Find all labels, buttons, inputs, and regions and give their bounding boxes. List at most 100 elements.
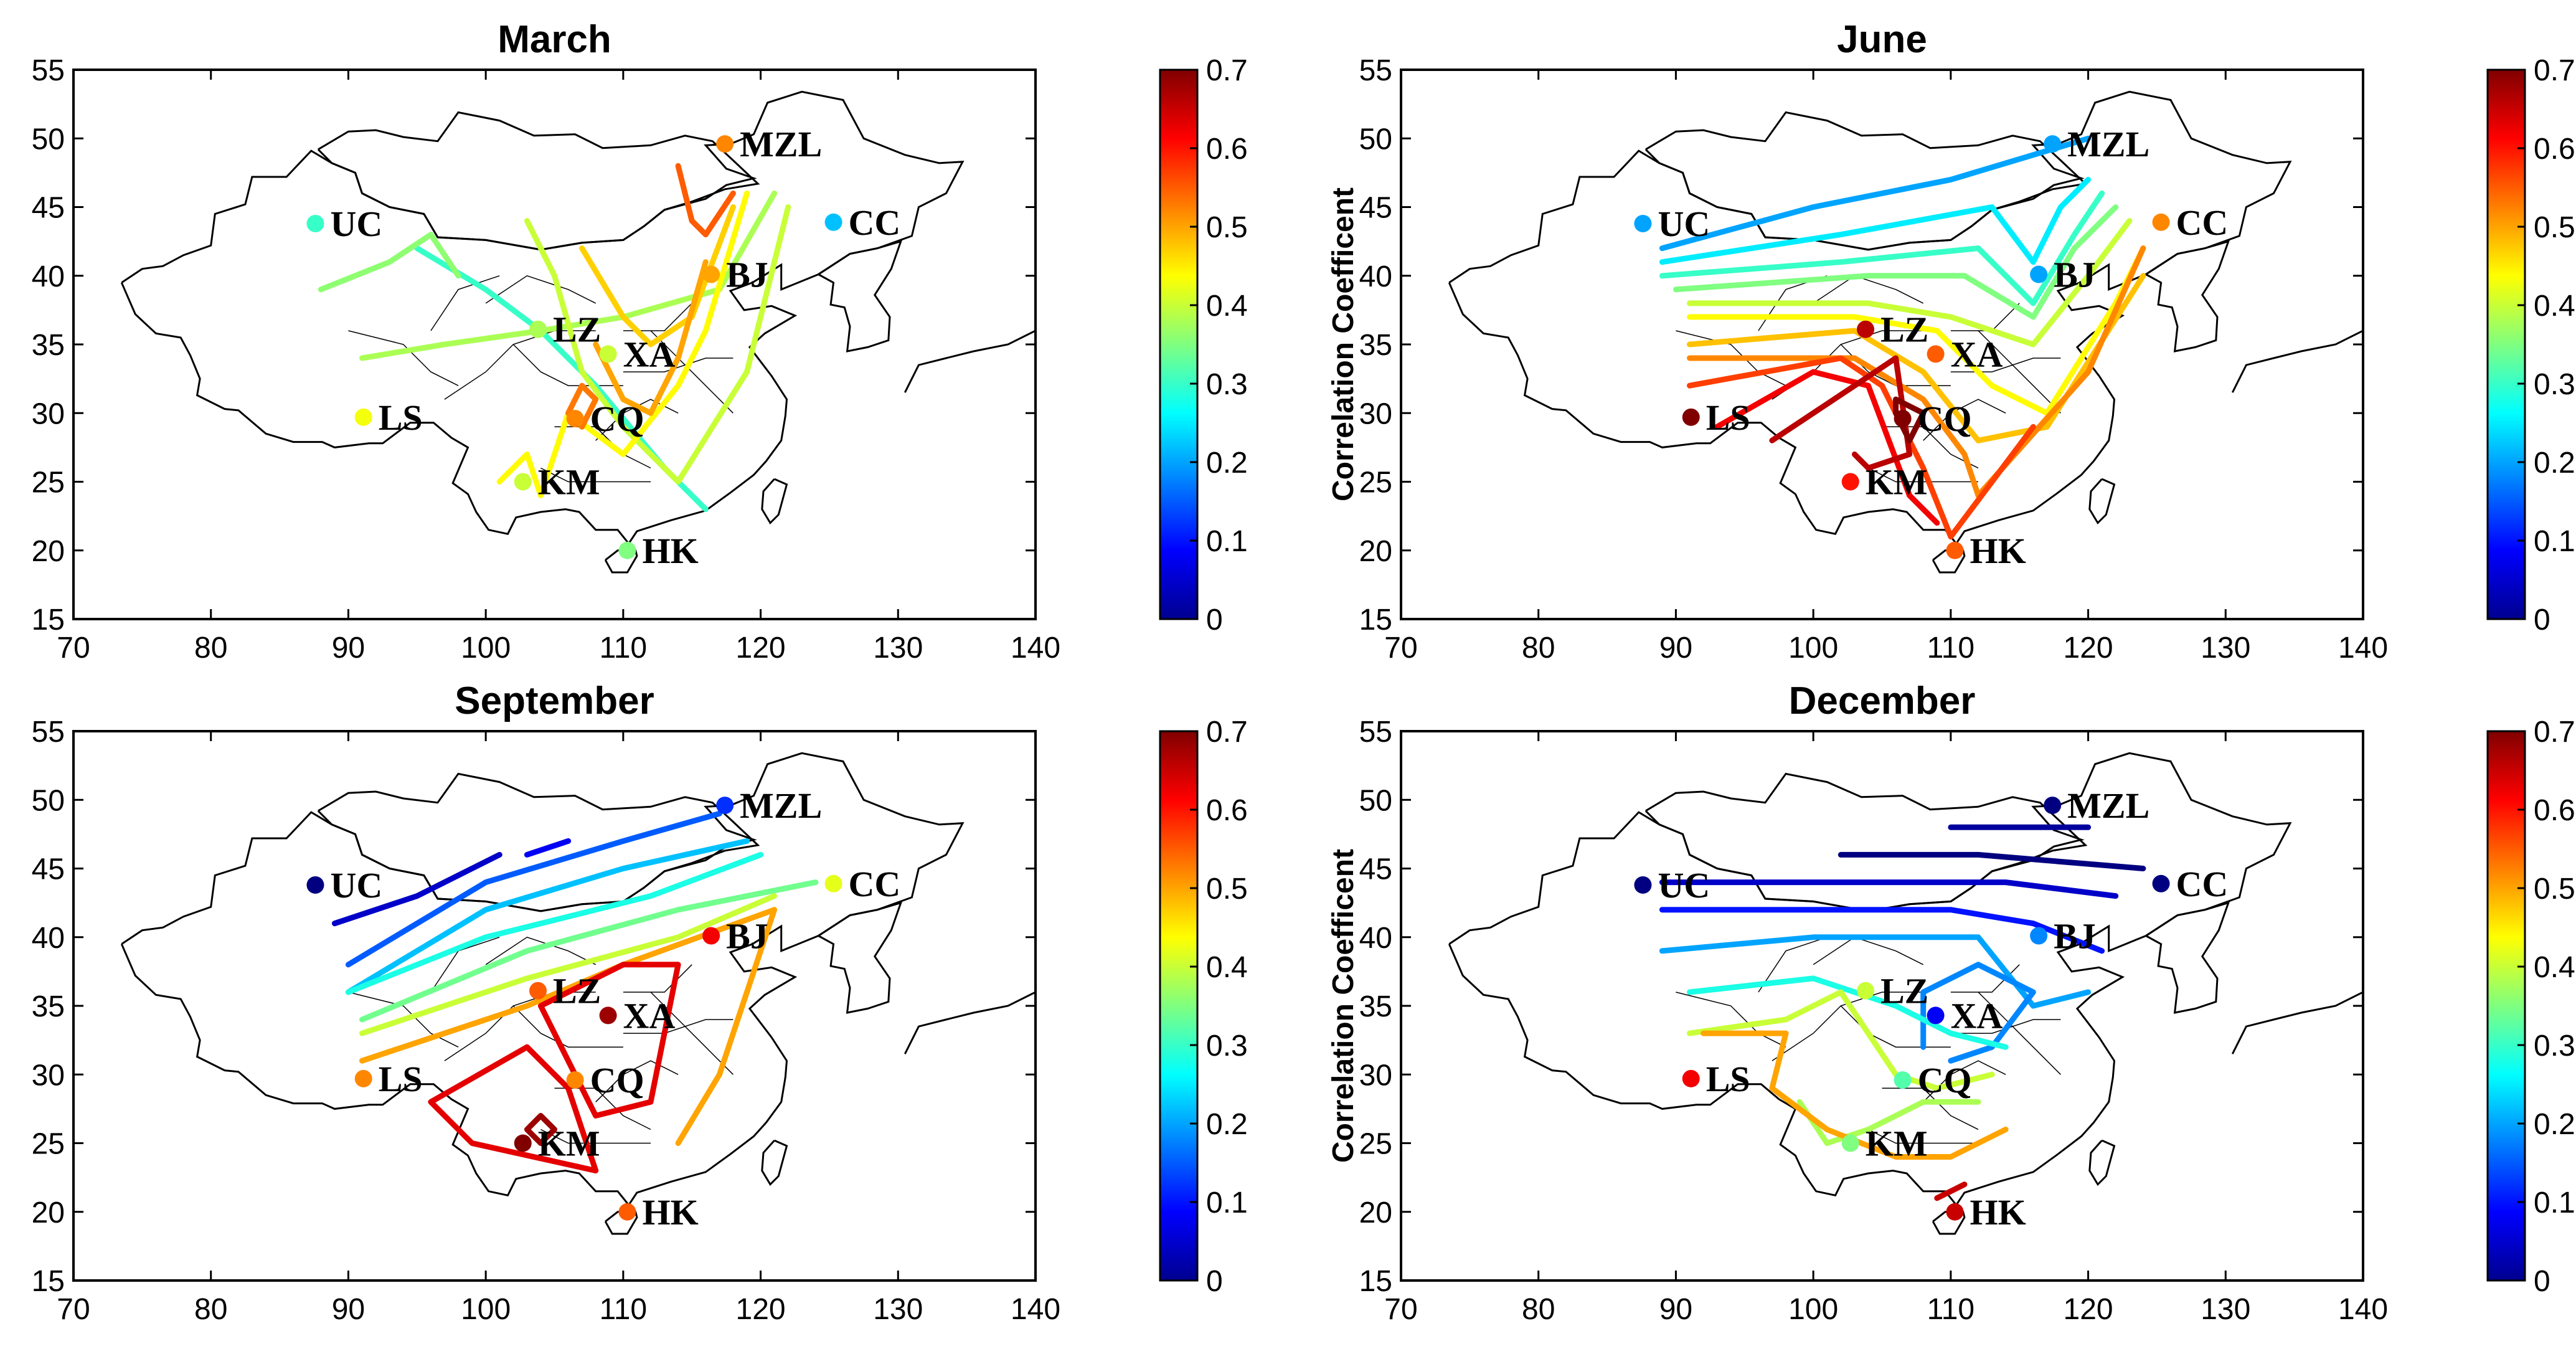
contour-line — [345, 810, 722, 968]
x-tick-label: 100 — [1788, 632, 1838, 665]
y-tick-label: 30 — [32, 397, 65, 430]
station-marker-cq — [566, 410, 584, 428]
x-tick-label: 130 — [873, 632, 923, 665]
station-label-uc: UC — [1658, 865, 1710, 906]
contour-line — [345, 838, 750, 995]
korea-border — [818, 901, 903, 1014]
hainan-outline — [604, 1211, 638, 1235]
x-tick-label: 90 — [1659, 1293, 1692, 1326]
y-tick-label: 15 — [32, 1265, 65, 1298]
station-label-cc: CC — [849, 864, 901, 904]
mongolia-border — [1644, 772, 2088, 912]
japan-coast — [2231, 289, 2363, 393]
colorbar-tick-label: 0.5 — [2534, 873, 2575, 906]
province-border — [540, 467, 651, 483]
x-tick-label: 100 — [461, 1293, 511, 1326]
colorbar-tick-label: 0.6 — [2534, 794, 2575, 827]
hainan-outline — [1932, 1211, 1966, 1235]
y-tick-label: 30 — [1359, 397, 1392, 430]
contour-line — [1659, 879, 2119, 899]
x-tick-label: 110 — [600, 632, 648, 665]
colorbar-tick-label: 0.2 — [1206, 447, 1248, 480]
colorbar-label: Correlation Coefficent — [1327, 187, 1360, 501]
station-marker-bj — [702, 927, 720, 945]
station-marker-ls — [1682, 1069, 1700, 1087]
station-label-bj: BJ — [726, 255, 768, 295]
x-tick-label: 120 — [2064, 632, 2113, 665]
colorbar-tick-label: 0.7 — [1206, 716, 1248, 749]
y-tick-label: 50 — [1359, 123, 1392, 156]
station-label-lz: LZ — [1880, 971, 1928, 1011]
station-label-xa: XA — [1951, 334, 2003, 374]
station-marker-xa — [1927, 1006, 1945, 1025]
station-label-km: KM — [538, 1124, 600, 1164]
y-tick-label: 25 — [1359, 1128, 1392, 1161]
y-tick-label: 40 — [1359, 260, 1392, 293]
station-label-uc: UC — [330, 204, 382, 244]
colorbar-tick-label: 0.3 — [2534, 368, 2575, 401]
station-label-uc: UC — [330, 865, 382, 906]
station-marker-bj — [2030, 265, 2048, 283]
contour-line — [1838, 851, 2146, 871]
y-tick-label: 35 — [32, 329, 65, 362]
contour-line — [1687, 975, 2009, 1050]
y-tick-label: 45 — [1359, 853, 1392, 886]
taiwan-outline — [2088, 1139, 2116, 1186]
station-label-km: KM — [1866, 1124, 1928, 1164]
y-tick-label: 45 — [32, 192, 65, 225]
province-border — [1923, 399, 2006, 441]
x-tick-label: 130 — [2201, 632, 2250, 665]
colorbar-tick-label: 0.4 — [2534, 290, 2575, 323]
map-layer — [120, 90, 1036, 574]
province-border — [650, 992, 734, 1075]
x-tick-label: 110 — [1927, 1293, 1975, 1326]
station-label-ls: LS — [379, 397, 423, 438]
station-marker-uc — [306, 876, 324, 894]
station-marker-km — [1841, 1134, 1859, 1152]
y-tick-label: 25 — [1359, 466, 1392, 499]
contour-line — [345, 851, 764, 995]
contour-line — [1659, 934, 2092, 1009]
colorbar-tick-label: 0.5 — [2534, 211, 2575, 244]
station-label-km: KM — [538, 462, 600, 503]
y-tick-label: 50 — [32, 784, 65, 817]
station-marker-cc — [824, 874, 842, 892]
contour-line — [1701, 1030, 2009, 1160]
colorbar-tick-label: 0.3 — [2534, 1030, 2575, 1063]
contour-line — [318, 232, 461, 293]
colorbar: 0 0.1 0.2 0.3 0.4 0.5 0.6 0.7 Correlation Coeffi… — [1159, 716, 1360, 1298]
korea-border — [2145, 240, 2230, 353]
station-label-cc: CC — [2176, 864, 2229, 904]
panel-june: MZL UC CC BJ LZ XA LS CQ KM HK 70 80 90 100 110 120 130 1… — [1359, 18, 2575, 665]
station-marker-hk — [1946, 541, 1964, 559]
y-tick-label: 25 — [32, 1128, 65, 1161]
contour-line — [1893, 396, 1927, 443]
colorbar-gradient — [1159, 69, 1199, 620]
x-tick-label: 80 — [1522, 632, 1555, 665]
station-label-mzl: MZL — [2067, 124, 2149, 164]
station-label-cq: CQ — [590, 1060, 644, 1101]
x-tick-label: 140 — [2338, 632, 2388, 665]
japan-coast — [2231, 950, 2363, 1054]
province-border — [1676, 992, 1786, 1048]
station-marker-cc — [824, 213, 842, 231]
station-marker-ls — [354, 1069, 372, 1087]
colorbar-tick-label: 0.5 — [1206, 873, 1248, 906]
x-tick-label: 130 — [2201, 1293, 2250, 1326]
station-label-ls: LS — [379, 1059, 423, 1099]
station-label-hk: HK — [642, 531, 698, 571]
x-tick-label: 140 — [1011, 1293, 1060, 1326]
x-tick-label: 120 — [736, 632, 786, 665]
taiwan-outline — [761, 478, 788, 525]
province-border — [1978, 330, 2061, 414]
contour-line — [524, 1112, 557, 1146]
y-tick-label: 55 — [32, 54, 65, 87]
korea-border — [2145, 901, 2230, 1014]
province-border — [1868, 467, 1978, 483]
y-tick-label: 30 — [32, 1059, 65, 1092]
station-label-cq: CQ — [1918, 1060, 1972, 1101]
province-border — [595, 1060, 679, 1102]
x-tick-label: 100 — [1788, 1293, 1838, 1326]
panel-title: June — [1837, 18, 1927, 61]
contour-line — [359, 879, 819, 1023]
